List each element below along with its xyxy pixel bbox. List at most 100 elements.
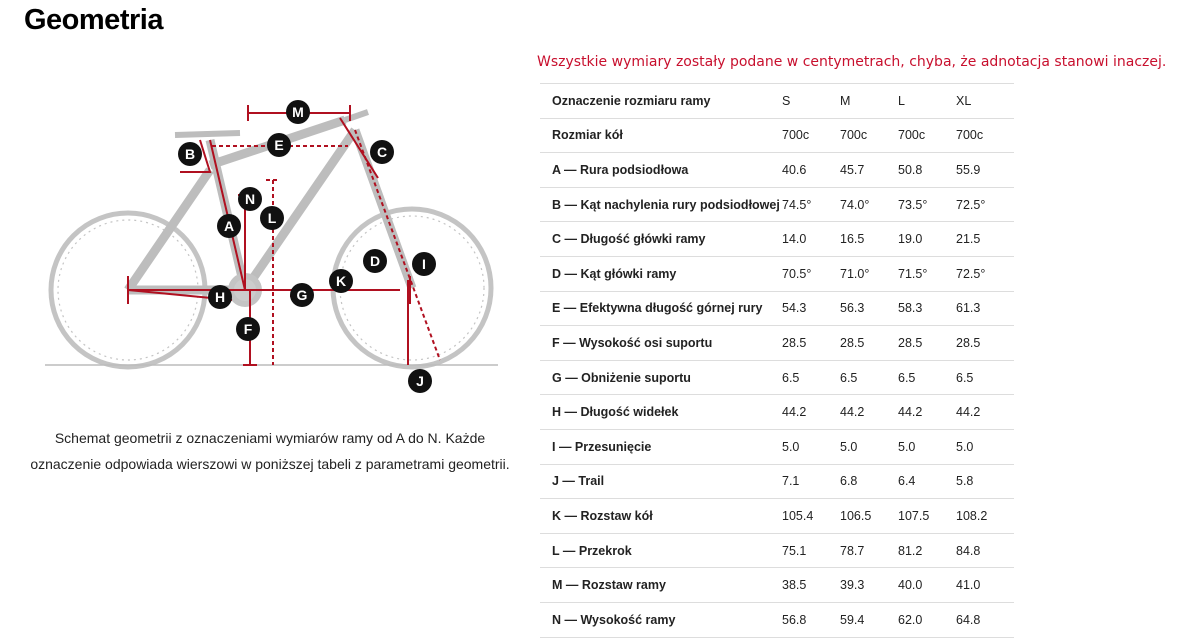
cell: 84.8 bbox=[956, 533, 1014, 569]
label-badge bbox=[217, 214, 241, 238]
cell: 28.5 bbox=[956, 325, 1014, 361]
row-label: B — Kąt nachylenia rury podsiodłowej bbox=[540, 187, 782, 223]
table-row: L — Przekrok 75.1 78.7 81.2 84.8 bbox=[540, 533, 1014, 569]
cell: 108.2 bbox=[956, 498, 1014, 534]
table-row: Rozmiar kół 700c 700c 700c 700c bbox=[540, 118, 1014, 154]
cell: 39.3 bbox=[840, 567, 898, 603]
dimension-letter: B bbox=[185, 146, 195, 162]
table-row: I — Przesunięcie 5.0 5.0 5.0 5.0 bbox=[540, 429, 1014, 465]
row-label: I — Przesunięcie bbox=[540, 429, 782, 465]
cell: 5.0 bbox=[956, 429, 1014, 465]
cell: 55.9 bbox=[956, 152, 1014, 188]
cell: 5.0 bbox=[840, 429, 898, 465]
cell: 45.7 bbox=[840, 152, 898, 188]
label-badge bbox=[236, 317, 260, 341]
page-title: Geometria bbox=[24, 4, 163, 36]
cell: 700c bbox=[840, 118, 898, 154]
cell: 54.3 bbox=[782, 291, 840, 327]
cell: 6.8 bbox=[840, 464, 898, 500]
label-badge bbox=[267, 133, 291, 157]
cell: L bbox=[898, 83, 956, 119]
cell: 16.5 bbox=[840, 221, 898, 257]
cell: 74.5° bbox=[782, 187, 840, 223]
row-label: E — Efektywna długość górnej rury bbox=[540, 291, 782, 327]
table-row: D — Kąt główki ramy 70.5° 71.0° 71.5° 72.5° bbox=[540, 256, 1014, 292]
label-badge bbox=[363, 249, 387, 273]
cell: 6.5 bbox=[898, 360, 956, 396]
dimension-letter: C bbox=[377, 144, 387, 160]
diagram-caption: Schemat geometrii z oznaczeniami wymiaró… bbox=[30, 430, 510, 472]
cell: 61.3 bbox=[956, 291, 1014, 327]
label-badge bbox=[290, 283, 314, 307]
row-label: Oznaczenie rozmiaru ramy bbox=[540, 83, 782, 119]
row-label: M — Rozstaw ramy bbox=[540, 567, 782, 603]
row-label: L — Przekrok bbox=[540, 533, 782, 569]
table-row: E — Efektywna długość górnej rury 54.3 56.… bbox=[540, 291, 1014, 327]
cell: 105.4 bbox=[782, 498, 840, 534]
cell: 700c bbox=[782, 118, 840, 154]
cell: 56.3 bbox=[840, 291, 898, 327]
dimension-letter: F bbox=[244, 321, 253, 337]
cell: 5.8 bbox=[956, 464, 1014, 500]
row-label: K — Rozstaw kół bbox=[540, 498, 782, 534]
cell: 71.0° bbox=[840, 256, 898, 292]
table-row: N — Wysokość ramy 56.8 59.4 62.0 64.8 bbox=[540, 602, 1014, 638]
label-badge bbox=[329, 269, 353, 293]
table-row: B — Kąt nachylenia rury podsiodłowej 74.5… bbox=[540, 187, 1014, 223]
cell: 56.8 bbox=[782, 602, 840, 638]
dimension-letter: H bbox=[215, 289, 225, 305]
cell: 44.2 bbox=[782, 394, 840, 430]
cell: 28.5 bbox=[898, 325, 956, 361]
cell: 40.0 bbox=[898, 567, 956, 603]
cell: 44.2 bbox=[840, 394, 898, 430]
cell: 700c bbox=[956, 118, 1014, 154]
label-badge bbox=[208, 285, 232, 309]
cell: 6.5 bbox=[840, 360, 898, 396]
dimension-letter: N bbox=[245, 191, 255, 207]
cell: 107.5 bbox=[898, 498, 956, 534]
label-badge bbox=[408, 369, 432, 393]
table-row: C — Długość główki ramy 14.0 16.5 19.0 21.5 bbox=[540, 221, 1014, 257]
cell: 62.0 bbox=[898, 602, 956, 638]
dimension-letter: L bbox=[268, 210, 277, 226]
cell: 58.3 bbox=[898, 291, 956, 327]
cell: 44.2 bbox=[898, 394, 956, 430]
dimension-letter: G bbox=[297, 287, 308, 303]
cell: 59.4 bbox=[840, 602, 898, 638]
geometry-table: Oznaczenie rozmiaru ramy S M L XL Rozmiar kół… bbox=[540, 83, 1014, 638]
cell: XL bbox=[956, 83, 1014, 119]
label-badge bbox=[286, 100, 310, 124]
cell: 21.5 bbox=[956, 221, 1014, 257]
table-row: K — Rozstaw kół 105.4 106.5 107.5 108.2 bbox=[540, 498, 1014, 534]
cell: 40.6 bbox=[782, 152, 840, 188]
cell: 5.0 bbox=[782, 429, 840, 465]
cell: S bbox=[782, 83, 840, 119]
cell: 19.0 bbox=[898, 221, 956, 257]
cell: 38.5 bbox=[782, 567, 840, 603]
dimension-letter: K bbox=[336, 273, 346, 289]
cell: 6.5 bbox=[782, 360, 840, 396]
cell: 44.2 bbox=[956, 394, 1014, 430]
table-row: Oznaczenie rozmiaru ramy S M L XL bbox=[540, 83, 1014, 119]
cell: 64.8 bbox=[956, 602, 1014, 638]
dimension-letter: M bbox=[292, 104, 304, 120]
cell: 14.0 bbox=[782, 221, 840, 257]
table-row: J — Trail 7.1 6.8 6.4 5.8 bbox=[540, 464, 1014, 500]
table-row: M — Rozstaw ramy 38.5 39.3 40.0 41.0 bbox=[540, 567, 1014, 603]
dimension-letter: E bbox=[274, 137, 283, 153]
cell: 41.0 bbox=[956, 567, 1014, 603]
label-badge bbox=[370, 140, 394, 164]
table-row: A — Rura podsiodłowa 40.6 45.7 50.8 55.9 bbox=[540, 152, 1014, 188]
dimension-letter: J bbox=[416, 373, 424, 389]
label-badge bbox=[260, 206, 284, 230]
cell: 28.5 bbox=[782, 325, 840, 361]
cell: 50.8 bbox=[898, 152, 956, 188]
cell: 7.1 bbox=[782, 464, 840, 500]
row-label: A — Rura podsiodłowa bbox=[540, 152, 782, 188]
cell: 70.5° bbox=[782, 256, 840, 292]
table-row: F — Wysokość osi suportu 28.5 28.5 28.5 28.5 bbox=[540, 325, 1014, 361]
cell: M bbox=[840, 83, 898, 119]
cell: 106.5 bbox=[840, 498, 898, 534]
row-label: G — Obniżenie suportu bbox=[540, 360, 782, 396]
